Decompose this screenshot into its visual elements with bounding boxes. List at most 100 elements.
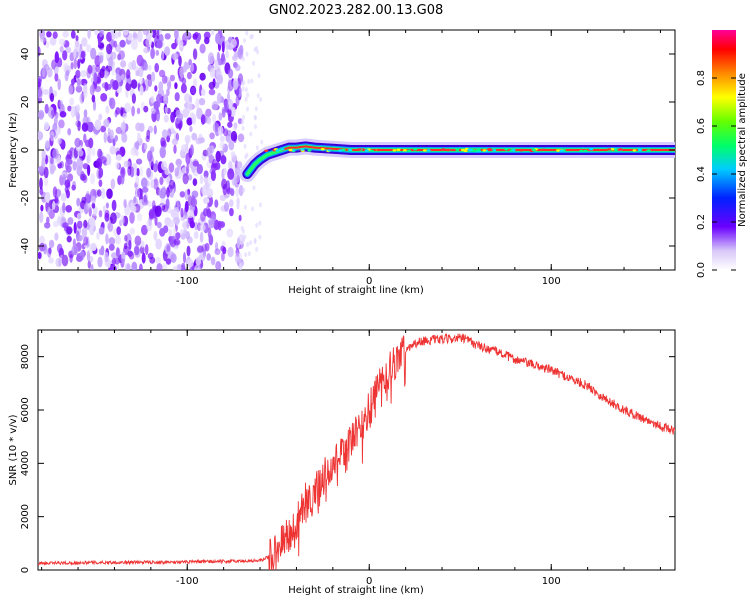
noise-blob — [76, 197, 81, 207]
noise-blob — [98, 55, 104, 64]
spectrogram-signal-trace — [239, 138, 675, 182]
noise-blob — [230, 188, 235, 197]
noise-blob — [90, 47, 97, 60]
noise-blob — [184, 200, 189, 213]
noise-blob — [119, 106, 124, 117]
noise-blob — [64, 179, 71, 188]
noise-blob — [237, 133, 245, 143]
noise-blob — [112, 80, 119, 91]
noise-blob — [210, 170, 216, 182]
noise-blob — [74, 137, 81, 148]
noise-blob — [173, 216, 181, 225]
noise-blob — [187, 101, 193, 112]
noise-blob — [124, 102, 131, 113]
noise-blob — [116, 69, 120, 81]
noise-blob — [151, 200, 156, 211]
spectrogram-ytick-label: 40 — [20, 48, 31, 61]
noise-blob — [255, 145, 259, 151]
noise-blob — [187, 236, 193, 244]
colorbar-tick-label: 0.8 — [696, 70, 707, 86]
snr-ytick-label: 0 — [20, 567, 31, 573]
noise-blob — [123, 160, 131, 168]
noise-blob — [50, 156, 54, 165]
noise-blob — [163, 114, 169, 123]
noise-blob — [108, 243, 115, 251]
noise-blob — [52, 186, 58, 198]
noise-blob — [139, 122, 145, 132]
noise-blob — [65, 46, 72, 54]
noise-blob — [38, 166, 45, 173]
noise-blob — [144, 143, 148, 150]
noise-blob — [136, 30, 143, 43]
noise-blob — [44, 191, 51, 203]
noise-blob — [49, 92, 55, 102]
noise-blob — [197, 245, 204, 253]
noise-blob — [87, 164, 91, 176]
noise-blob — [159, 146, 166, 156]
noise-blob — [243, 204, 247, 210]
noise-blob — [131, 38, 138, 50]
noise-blob — [224, 201, 230, 212]
noise-blob — [136, 158, 143, 165]
noise-blob — [66, 150, 73, 160]
noise-blob — [76, 255, 83, 262]
noise-blob — [243, 143, 247, 149]
trace-speckle — [482, 149, 487, 152]
noise-blob — [189, 220, 195, 229]
trace-speckle — [307, 149, 312, 152]
noise-blob — [59, 45, 64, 53]
noise-blob — [221, 178, 228, 190]
spectrogram-ytick-label: -20 — [20, 190, 31, 206]
noise-blob — [220, 155, 227, 165]
noise-blob — [162, 263, 168, 270]
noise-blob — [44, 222, 51, 229]
noise-blob — [158, 81, 164, 91]
trace-speckle — [422, 149, 427, 152]
noise-blob — [241, 228, 245, 234]
noise-blob — [177, 163, 181, 170]
noise-blob — [145, 37, 153, 48]
noise-blob — [43, 243, 48, 255]
snr-ytick-label: 2000 — [20, 504, 31, 529]
noise-blob — [147, 78, 152, 87]
noise-blob — [170, 253, 177, 263]
noise-blob — [246, 242, 250, 247]
noise-blob — [219, 141, 225, 149]
noise-blob — [114, 257, 120, 265]
noise-blob — [67, 173, 74, 182]
noise-blob — [227, 68, 234, 79]
noise-blob — [45, 41, 50, 48]
noise-blob — [153, 178, 159, 190]
noise-blob — [247, 79, 251, 84]
noise-blob — [109, 129, 114, 140]
noise-blob — [135, 150, 139, 157]
noise-blob — [212, 122, 220, 133]
noise-blob — [156, 93, 163, 104]
noise-blob — [180, 41, 184, 50]
trace-speckle — [396, 148, 401, 151]
noise-blob — [209, 67, 216, 78]
spectrogram-xtick-label: -100 — [176, 276, 199, 287]
noise-blob — [227, 121, 233, 128]
trace-speckle — [646, 149, 651, 152]
noise-blob — [156, 221, 162, 229]
noise-blob — [191, 132, 198, 141]
trace-speckle — [300, 148, 305, 151]
noise-blob — [146, 129, 151, 140]
noise-blob — [245, 30, 249, 36]
noise-blob — [192, 33, 198, 40]
noise-blob — [59, 100, 63, 108]
noise-blob — [57, 137, 62, 145]
noise-blob — [50, 164, 57, 172]
noise-blob — [153, 230, 158, 241]
noise-blob — [126, 263, 131, 270]
noise-blob — [154, 85, 158, 92]
noise-blob — [138, 78, 144, 86]
noise-blob — [141, 252, 146, 264]
noise-blob — [167, 219, 175, 228]
noise-blob — [174, 92, 180, 102]
trace-speckle — [492, 149, 497, 152]
noise-blob — [238, 262, 243, 270]
noise-blob — [94, 30, 98, 36]
